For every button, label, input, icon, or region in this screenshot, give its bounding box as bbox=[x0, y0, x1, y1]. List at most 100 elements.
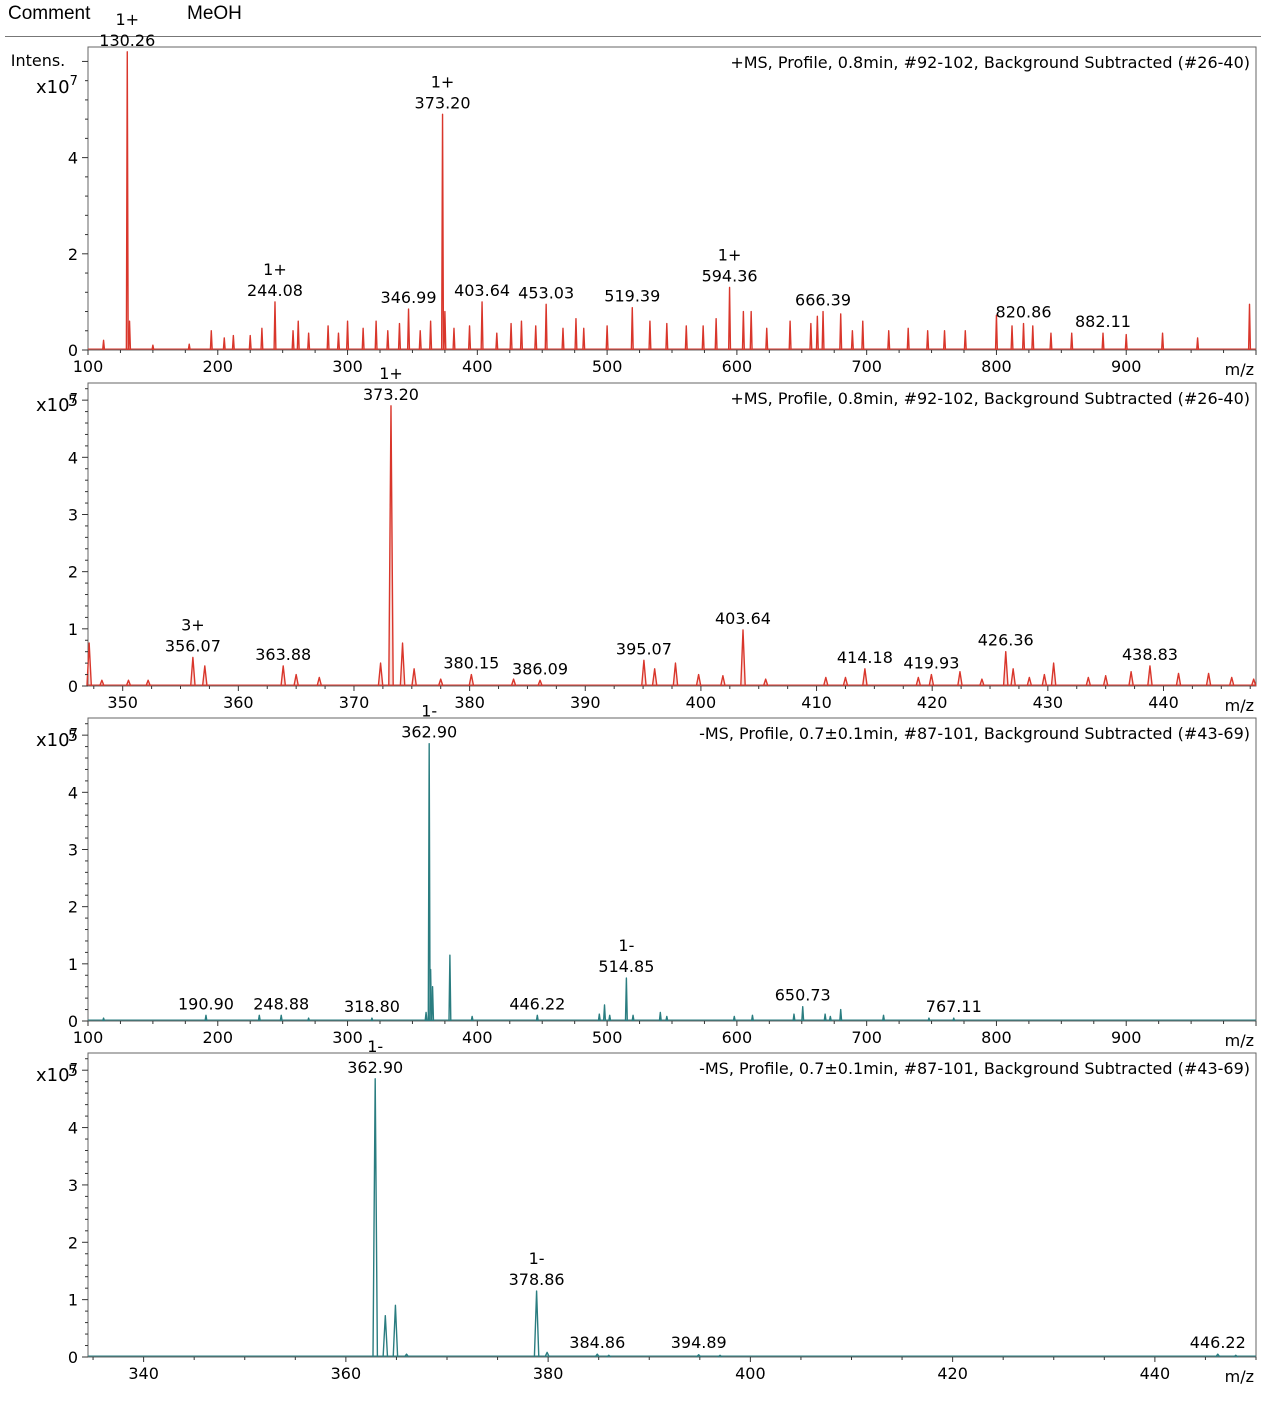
spectrum-peak bbox=[293, 673, 300, 687]
spectrum-peak bbox=[510, 678, 517, 687]
spectrum-peak bbox=[480, 301, 484, 351]
y-tick-label: 4 bbox=[68, 149, 78, 168]
y-tick-label: 2 bbox=[68, 898, 78, 917]
peak-label: 519.39 bbox=[604, 287, 660, 306]
y-tick-label: 0 bbox=[68, 1012, 78, 1031]
peak-label: 384.86 bbox=[569, 1333, 625, 1352]
spectrum-peak bbox=[1102, 675, 1109, 687]
peak-series bbox=[86, 405, 1257, 687]
peak-charge: 1- bbox=[421, 702, 437, 721]
spectrum-peak bbox=[741, 310, 745, 351]
peak-label: 394.89 bbox=[671, 1333, 727, 1352]
spectrum-peak bbox=[839, 313, 843, 351]
spectrum-peak bbox=[307, 332, 311, 351]
peak-charge: 1+ bbox=[431, 72, 455, 91]
spectrum-peak bbox=[273, 301, 277, 351]
spectrum-peak bbox=[822, 676, 829, 687]
spectrum-peak bbox=[386, 330, 390, 351]
spectrum-peak bbox=[1250, 678, 1257, 687]
spectrum-peak bbox=[467, 325, 472, 351]
peak-series bbox=[101, 51, 1252, 351]
spectrum-peak bbox=[630, 306, 634, 351]
spectrum-peak bbox=[468, 673, 475, 687]
x-tick-label: 350 bbox=[107, 693, 138, 712]
x-tick-label: 100 bbox=[73, 1028, 104, 1047]
peak-label: 244.08 bbox=[247, 281, 303, 300]
x-tick-label: 410 bbox=[801, 693, 832, 712]
spectrum-peak bbox=[399, 642, 406, 687]
header: Comment MeOH bbox=[0, 0, 1274, 40]
peak-label: 403.64 bbox=[715, 609, 771, 628]
spectrum-peak bbox=[821, 310, 825, 351]
x-tick-label: 700 bbox=[851, 1028, 882, 1047]
spectrum-peak bbox=[749, 310, 753, 351]
spectrum-panel-2: 350 360 370 380 390 400 410 420 430 440 m/z 0 1 2 3 4 5x… bbox=[36, 364, 1257, 715]
peak-label: 386.09 bbox=[512, 659, 568, 678]
spectrum-peak bbox=[850, 330, 854, 351]
spectrum-peak bbox=[418, 330, 422, 351]
x-tick-label: 360 bbox=[223, 693, 254, 712]
spectrum-peak bbox=[440, 113, 445, 351]
x-tick-label: 370 bbox=[339, 693, 370, 712]
spectrum-peak bbox=[963, 330, 967, 351]
y-tick-label: 0 bbox=[68, 341, 78, 360]
spectrum-peak bbox=[809, 322, 813, 351]
y-tick-label: 4 bbox=[68, 448, 78, 467]
spectrum-peak bbox=[372, 1078, 379, 1358]
peak-label: 666.39 bbox=[795, 291, 851, 310]
spectrum-peak bbox=[1175, 672, 1182, 687]
x-tick-label: 400 bbox=[686, 693, 717, 712]
spectrum-peak bbox=[127, 320, 132, 351]
plot-frame bbox=[87, 382, 1257, 687]
x-tick-label: 900 bbox=[1111, 357, 1142, 376]
peak-label: 362.90 bbox=[401, 723, 457, 742]
x-tick-label: 420 bbox=[937, 1364, 968, 1383]
x-tick-label: 600 bbox=[722, 357, 753, 376]
peak-label: 380.15 bbox=[443, 654, 499, 673]
plot-frame bbox=[87, 717, 1257, 1022]
spectrum-peak bbox=[582, 327, 586, 351]
spectrum-peak bbox=[740, 629, 746, 687]
spectrum-peak bbox=[519, 320, 524, 351]
spectrum-peak bbox=[651, 668, 658, 687]
spectrum-peak bbox=[624, 977, 628, 1022]
spectrum-peak bbox=[336, 332, 341, 351]
x-tick-label: 380 bbox=[533, 1364, 564, 1383]
x-tick-label: 500 bbox=[592, 357, 623, 376]
spectrum-peak bbox=[222, 337, 226, 351]
plot-frame bbox=[87, 46, 1257, 351]
spectrum-title: +MS, Profile, 0.8min, #92-102, Backgroun… bbox=[730, 53, 1250, 72]
x-tick-label: 100 bbox=[73, 357, 104, 376]
spectrum-peak bbox=[374, 320, 378, 351]
spectrum-peak bbox=[701, 325, 705, 351]
spectrum-peak bbox=[470, 1015, 474, 1022]
spectrum-peak bbox=[1021, 322, 1026, 351]
spectrum-peak bbox=[544, 303, 548, 351]
peak-label: 446.22 bbox=[509, 994, 565, 1013]
spectrum-peak bbox=[1128, 671, 1134, 687]
spectrum-peak bbox=[828, 1015, 832, 1022]
spectrum-peak bbox=[915, 676, 922, 687]
spectrum-peak bbox=[665, 1015, 669, 1022]
spectrum-peak bbox=[345, 320, 350, 351]
y-scale-base: x10 bbox=[36, 77, 70, 98]
x-tick-label: 300 bbox=[332, 1028, 363, 1047]
x-tick-label: 400 bbox=[735, 1364, 766, 1383]
y-tick-label: 3 bbox=[68, 1176, 78, 1195]
x-tick-label: 600 bbox=[722, 1028, 753, 1047]
y-scale-base: x10 bbox=[36, 395, 70, 416]
peak-charge: 1+ bbox=[115, 10, 139, 29]
spectrum-peak bbox=[1041, 673, 1048, 687]
spectrum-peak bbox=[260, 327, 264, 351]
spectrum-peak bbox=[1147, 665, 1153, 687]
spectrum-peak bbox=[979, 678, 985, 687]
peak-charge: 1- bbox=[367, 1037, 383, 1056]
x-tick-label: 440 bbox=[1140, 1364, 1171, 1383]
spectrum-peak bbox=[732, 1015, 736, 1022]
spectrum-peak bbox=[1101, 332, 1105, 351]
x-tick-label: 200 bbox=[203, 357, 234, 376]
spectrum-peak bbox=[823, 1013, 827, 1022]
peak-label: 419.93 bbox=[903, 654, 959, 673]
spectrum-peak bbox=[561, 327, 565, 351]
spectrum-peak bbox=[1026, 676, 1033, 687]
